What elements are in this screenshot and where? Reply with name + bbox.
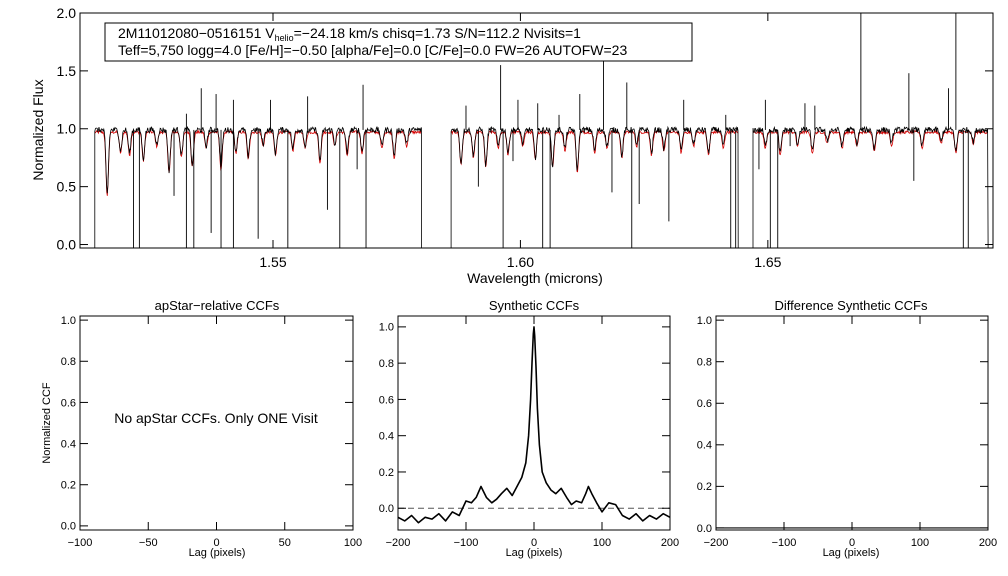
synthetic-ccf-y-tick-label: 0.2 [379, 467, 394, 479]
spectrum-y-tick-label: 0.5 [57, 179, 77, 195]
difference-ccf-x-tick-label: −100 [772, 537, 797, 549]
apstar-ccf-x-label: Lag (pixels) [189, 547, 246, 559]
synthetic-ccf-x-tick-label: 0 [531, 537, 537, 549]
apstar-ccf-x-tick-label: −100 [68, 537, 93, 549]
spectrum-y-tick-label: 0.0 [57, 236, 77, 252]
apstar-ccf-axes: −100 −50 0 50 100 0.0 0.2 0.4 0.6 0.8 1.0 [61, 315, 362, 549]
spectrum-y-tick-label: 1.0 [57, 121, 77, 137]
apstar-ccf-y-tick-label: 1.0 [61, 315, 76, 327]
difference-ccf-frame [715, 315, 989, 531]
apstar-ccf-y-tick-label: 0.8 [61, 356, 76, 368]
synthetic-ccf-y-tick-label: 0.8 [379, 358, 394, 370]
spectrum-panel: 1.55 1.60 1.65 0.0 0.5 1.0 1.5 2.0 2M11012080−0… [30, 5, 994, 286]
spectrum-y-tick-label: 2.0 [57, 5, 77, 21]
difference-ccf-y-tick-label: 0.8 [697, 357, 712, 369]
spectrum-x-tick-label: 1.65 [754, 254, 781, 270]
apstar-ccf-x-tick-label: −50 [139, 537, 158, 549]
synthetic-ccf-axes: −200 −100 0 100 200 0.0 0.2 0.4 0.6 0.8 1.0 [379, 316, 679, 549]
spectrum-plot-area [94, 13, 989, 249]
synthetic-ccf-y-tick-label: 0.6 [379, 394, 394, 406]
spectrum-x-tick-label: 1.60 [507, 254, 534, 270]
synthetic-ccf-x-tick-label: −200 [386, 537, 411, 549]
apstar-ccf-x-tick-label: 100 [344, 537, 362, 549]
no-ccf-message: No apStar CCFs. Only ONE Visit [114, 410, 318, 426]
observed-spectrum-chip-2 [450, 125, 739, 249]
synthetic-ccf-panel: Synthetic CCFs −200 −100 0 100 200 0.0 0.2 0.4 0… [379, 298, 679, 559]
observed-spectrum-chip-3 [752, 125, 989, 249]
difference-ccf-axes: −200 −100 0 100 200 0.0 0.2 0.4 0.6 0.8 1.0 [697, 315, 997, 549]
apstar-ccf-y-tick-label: 0.6 [61, 397, 76, 409]
difference-ccf-x-tick-label: 0 [849, 537, 855, 549]
apstar-ccf-panel: apStar−relative CCFs −100 −50 0 50 100 0.0 0.2… [41, 298, 362, 559]
spectrum-y-tick-label: 1.5 [57, 63, 77, 79]
apstar-ccf-y-tick-label: 0.4 [61, 438, 76, 450]
synthetic-ccf-x-tick-label: −100 [454, 537, 479, 549]
synthetic-ccf-y-tick-label: 0.4 [379, 431, 394, 443]
synthetic-ccf-x-tick-label: 100 [593, 537, 611, 549]
difference-ccf-title: Difference Synthetic CCFs [775, 298, 928, 313]
spectrum-y-label: Normalized Flux [30, 79, 46, 180]
synthetic-ccf-title: Synthetic CCFs [489, 298, 580, 313]
apstar-ccf-y-tick-label: 0.0 [61, 521, 76, 533]
model-spectrum-chip-3 [752, 129, 988, 156]
difference-ccf-y-tick-label: 0.4 [697, 440, 712, 452]
spectrum-frame [79, 12, 994, 249]
difference-ccf-x-tick-label: 100 [911, 537, 929, 549]
difference-ccf-x-label: Lag (pixels) [823, 547, 880, 559]
synthetic-ccf-plot-area [397, 326, 671, 524]
apstar-ccf-x-tick-label: 50 [279, 537, 291, 549]
spectrum-x-tick-label: 1.55 [259, 254, 286, 270]
synthetic-ccf-frame [397, 315, 671, 531]
synthetic-ccf-x-tick-label: 200 [661, 537, 679, 549]
apstar-ccf-y-tick-label: 0.2 [61, 480, 76, 492]
spectrum-axes: 1.55 1.60 1.65 0.0 0.5 1.0 1.5 2.0 [57, 5, 993, 270]
info-line-2: Teff=5,750 logg=4.0 [Fe/H]=−0.50 [alpha/… [118, 42, 627, 58]
synthetic-ccf-curve [397, 326, 671, 524]
info-box-frame [104, 22, 693, 62]
apstar-ccf-y-label: Normalized CCF [41, 382, 53, 464]
info-box: 2M11012080−0516151 Vhelio=−24.18 km/s ch… [104, 22, 693, 62]
difference-ccf-y-tick-label: 0.2 [697, 481, 712, 493]
difference-ccf-y-tick-label: 0.6 [697, 398, 712, 410]
difference-ccf-y-tick-label: 1.0 [697, 315, 712, 327]
difference-ccf-x-tick-label: 200 [979, 537, 997, 549]
difference-ccf-panel: Difference Synthetic CCFs −200 −100 0 100 20… [697, 298, 997, 559]
apstar-ccf-x-tick-label: 0 [213, 537, 219, 549]
difference-ccf-x-tick-label: −200 [704, 537, 729, 549]
spectrum-x-label: Wavelength (microns) [467, 270, 603, 286]
apstar-ccf-title: apStar−relative CCFs [155, 298, 280, 313]
info-line-1: 2M11012080−0516151 Vhelio=−24.18 km/s ch… [118, 25, 581, 43]
synthetic-ccf-y-tick-label: 1.0 [379, 322, 394, 334]
difference-ccf-y-tick-label: 0.0 [697, 523, 712, 535]
synthetic-ccf-y-tick-label: 0.0 [379, 503, 394, 515]
synthetic-ccf-x-label: Lag (pixels) [506, 547, 563, 559]
